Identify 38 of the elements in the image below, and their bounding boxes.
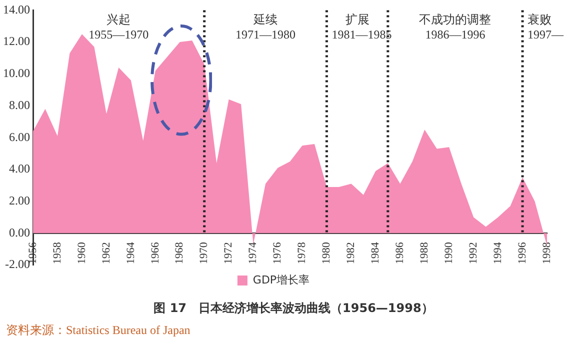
- y-tick-label: 14.00: [3, 2, 30, 16]
- x-tick-label: 1974: [247, 242, 260, 264]
- x-tick-label: 1994: [492, 242, 504, 264]
- x-tick-label: 1968: [174, 242, 186, 264]
- annotation: 衰败 1997—: [528, 12, 565, 42]
- x-tick-label: 1964: [124, 242, 137, 264]
- y-tick-label: 2.00: [9, 193, 30, 208]
- y-tick-label: 8.00: [9, 98, 30, 112]
- y-tick-label: 0.00: [9, 225, 30, 240]
- y-tick-label: 10.00: [3, 66, 30, 80]
- x-tick-label: 1992: [467, 242, 480, 264]
- x-tick-label: 1958: [51, 242, 64, 264]
- x-tick-label: 1998: [540, 242, 553, 264]
- annotation: 不成功的调整 1986—1996: [419, 12, 492, 42]
- x-tick-label: 1960: [76, 242, 88, 264]
- x-tick-label: 1986: [394, 242, 406, 264]
- x-tick-label: 1996: [516, 242, 528, 264]
- x-tick-label: 1982: [345, 242, 358, 264]
- y-tick-label: 4.00: [9, 162, 30, 176]
- x-tick-label: 1962: [100, 242, 112, 264]
- annotation: 兴起 1955—1970: [88, 12, 149, 42]
- text: 资料来源：Statistics Bureau of Japan: [6, 322, 190, 339]
- y-tick-label: 12.00: [3, 34, 30, 48]
- x-tick-label: 1984: [370, 242, 382, 264]
- x-tick-label: 1972: [222, 242, 235, 264]
- annotation: 延续 1971—1980: [236, 12, 296, 42]
- x-tick-label: 1988: [418, 242, 431, 264]
- x-tick-label: 1966: [149, 242, 162, 264]
- y-tick-label: -2.00: [5, 257, 30, 272]
- x-tick-label: 1970: [198, 242, 210, 264]
- x-tick-label: 1976: [272, 242, 284, 264]
- y-tick-label: 6.00: [9, 130, 30, 144]
- x-tick-label: 1990: [442, 242, 455, 264]
- x-tick-label: 1980: [320, 242, 333, 264]
- legend-label: GDP增长率: [252, 273, 310, 286]
- x-tick-label: 1978: [296, 242, 308, 264]
- text: 图 17 日本经济增长率波动曲线（1956—1998）: [152, 300, 434, 317]
- annotation: 扩展 1981—1985: [332, 12, 392, 42]
